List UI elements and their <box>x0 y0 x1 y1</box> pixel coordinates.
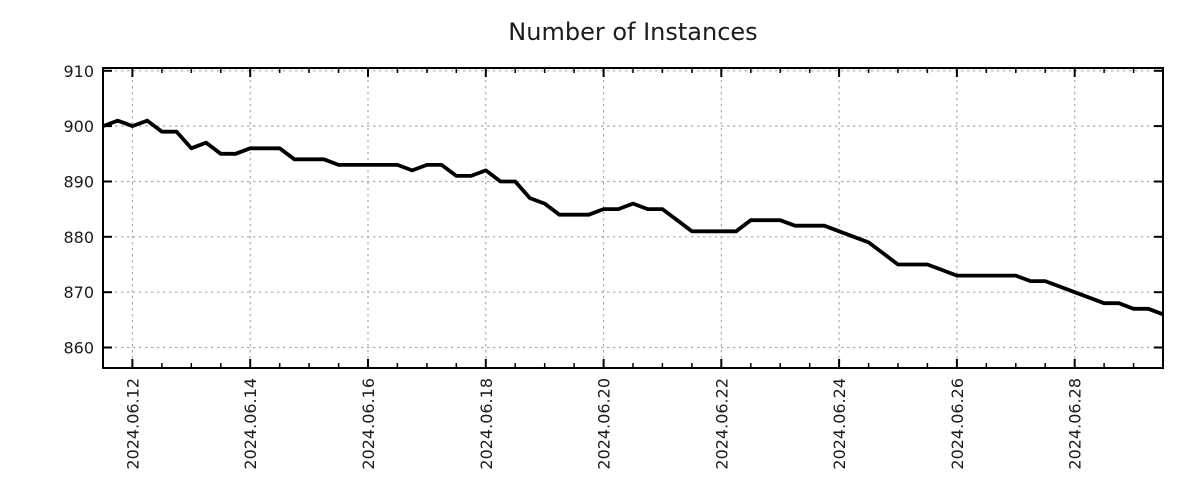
series-line <box>102 118 1164 317</box>
y-tick-label: 870 <box>63 283 94 302</box>
x-tick-label: 2024.06.14 <box>241 378 260 470</box>
y-tick-label: 890 <box>63 173 94 192</box>
y-tick-label: 880 <box>63 228 94 247</box>
x-tick-label: 2024.06.26 <box>948 378 967 470</box>
data-series <box>102 118 1164 317</box>
axis-labels: 860 870 880 890 900 910 2024.06.12 2024.06.14 20… <box>63 62 1084 470</box>
x-tick-label: 2024.06.12 <box>123 378 142 470</box>
y-tick-label: 860 <box>63 339 94 358</box>
chart-title: Number of Instances <box>508 18 757 46</box>
x-tick-label: 2024.06.28 <box>1066 378 1085 470</box>
x-tick-label: 2024.06.20 <box>595 378 614 470</box>
y-tick-label: 910 <box>63 62 94 81</box>
gridlines <box>103 68 1163 368</box>
y-tick-label: 900 <box>63 117 94 136</box>
plot-frame <box>102 67 1164 369</box>
x-tick-label: 2024.06.18 <box>477 378 496 470</box>
x-tick-label: 2024.06.24 <box>830 378 849 470</box>
x-tick-label: 2024.06.16 <box>359 378 378 470</box>
x-tick-label: 2024.06.22 <box>712 378 731 470</box>
axes <box>102 67 1164 369</box>
